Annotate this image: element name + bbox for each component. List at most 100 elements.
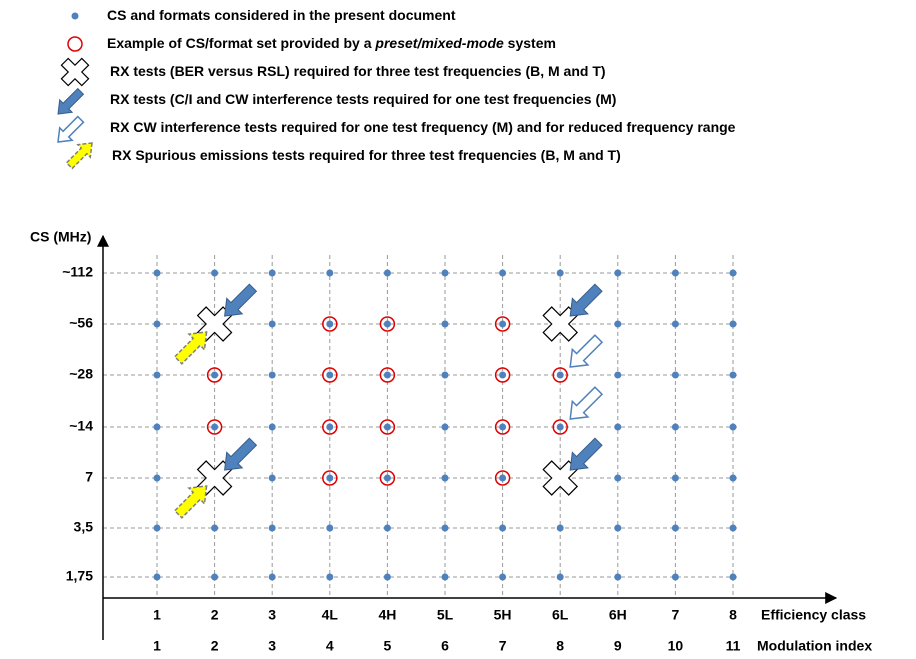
legend-text: CS and formats considered in the present… bbox=[107, 7, 456, 23]
y-tick-label: ~14 bbox=[69, 418, 93, 434]
red-circle bbox=[552, 419, 568, 435]
dot bbox=[441, 524, 449, 532]
dot bbox=[268, 320, 276, 328]
dot bbox=[499, 320, 507, 328]
dot bbox=[499, 423, 507, 431]
y-tick-label: 7 bbox=[85, 469, 93, 485]
y-tick-label: ~112 bbox=[62, 264, 93, 280]
dot bbox=[614, 371, 622, 379]
dot bbox=[556, 423, 564, 431]
dot bbox=[671, 269, 679, 277]
cross bbox=[542, 306, 579, 342]
x-axis-label: Modulation index bbox=[757, 638, 872, 654]
dot bbox=[268, 269, 276, 277]
dot bbox=[671, 371, 679, 379]
legend-run: Example of CS/format set provided by a bbox=[107, 35, 375, 51]
dot bbox=[441, 474, 449, 482]
dot bbox=[383, 423, 391, 431]
filled-arrow bbox=[57, 87, 85, 115]
dot bbox=[556, 573, 564, 581]
dot bbox=[729, 474, 737, 482]
dot bbox=[268, 474, 276, 482]
dot bbox=[729, 423, 737, 431]
cross bbox=[60, 57, 90, 87]
dot bbox=[441, 573, 449, 581]
dot bbox=[268, 371, 276, 379]
filled-arrow bbox=[224, 283, 258, 317]
dot bbox=[671, 320, 679, 328]
cross bbox=[542, 460, 579, 496]
filled-arrow bbox=[224, 437, 258, 471]
legend-run: preset/mixed-mode bbox=[374, 35, 504, 51]
x-axis-label: Efficiency class bbox=[761, 607, 866, 623]
dot bbox=[153, 474, 161, 482]
legend-run: RX tests (C/I and CW interference tests … bbox=[110, 91, 616, 107]
dot bbox=[383, 573, 391, 581]
dot bbox=[153, 320, 161, 328]
red-circle bbox=[494, 367, 511, 383]
dot bbox=[211, 573, 219, 581]
red-circle bbox=[379, 419, 396, 435]
modulation-index-label: 7 bbox=[499, 638, 507, 654]
dot bbox=[71, 12, 79, 20]
dot bbox=[153, 371, 161, 379]
dot bbox=[326, 524, 334, 532]
red-circle bbox=[322, 316, 338, 332]
red-circle bbox=[552, 367, 568, 383]
modulation-index-label: 6 bbox=[441, 638, 449, 654]
red-circle bbox=[322, 419, 338, 435]
modulation-index-label: 8 bbox=[556, 638, 564, 654]
y-tick-label: 1,75 bbox=[66, 568, 93, 584]
dot bbox=[729, 573, 737, 581]
yellow-arrow bbox=[173, 331, 208, 365]
dot bbox=[383, 474, 391, 482]
dot bbox=[268, 573, 276, 581]
filled-arrow bbox=[569, 437, 603, 471]
dot bbox=[441, 371, 449, 379]
efficiency-class-label: 5H bbox=[494, 607, 512, 623]
legend-run: CS and formats considered in the present… bbox=[107, 7, 456, 23]
legend: CS and formats considered in the present… bbox=[57, 7, 736, 170]
dot bbox=[614, 524, 622, 532]
modulation-index-label: 3 bbox=[268, 638, 276, 654]
dot bbox=[383, 524, 391, 532]
red-circle bbox=[322, 470, 338, 486]
dot bbox=[326, 423, 334, 431]
yellow-arrow bbox=[65, 142, 93, 170]
y-tick-label: 3,5 bbox=[74, 519, 94, 535]
red-circle bbox=[494, 316, 511, 332]
modulation-index-label: 10 bbox=[668, 638, 684, 654]
efficiency-class-label: 1 bbox=[153, 607, 161, 623]
efficiency-class-label: 5L bbox=[437, 607, 454, 623]
dot bbox=[729, 269, 737, 277]
modulation-index-label: 2 bbox=[211, 638, 219, 654]
dot bbox=[614, 269, 622, 277]
yellow-arrow bbox=[173, 485, 208, 519]
modulation-index-label: 9 bbox=[614, 638, 622, 654]
dot bbox=[614, 474, 622, 482]
dot bbox=[671, 474, 679, 482]
dot bbox=[556, 524, 564, 532]
modulation-index-label: 1 bbox=[153, 638, 161, 654]
dot bbox=[499, 371, 507, 379]
red-circle bbox=[379, 367, 396, 383]
dot bbox=[326, 371, 334, 379]
efficiency-class-label: 6L bbox=[552, 607, 569, 623]
red-circle bbox=[67, 36, 83, 52]
y-tick-label: ~56 bbox=[69, 315, 93, 331]
markers bbox=[153, 269, 737, 581]
dot bbox=[268, 423, 276, 431]
hollow-arrow bbox=[569, 334, 604, 368]
y-axis-label: CS (MHz) bbox=[30, 229, 91, 245]
dot bbox=[326, 573, 334, 581]
efficiency-class-label: 3 bbox=[268, 607, 276, 623]
dot bbox=[499, 524, 507, 532]
dot bbox=[326, 474, 334, 482]
dot bbox=[211, 269, 219, 277]
dot bbox=[441, 320, 449, 328]
dot bbox=[614, 573, 622, 581]
dot bbox=[211, 423, 219, 431]
dot bbox=[441, 269, 449, 277]
grid bbox=[103, 255, 740, 598]
dot bbox=[153, 524, 161, 532]
